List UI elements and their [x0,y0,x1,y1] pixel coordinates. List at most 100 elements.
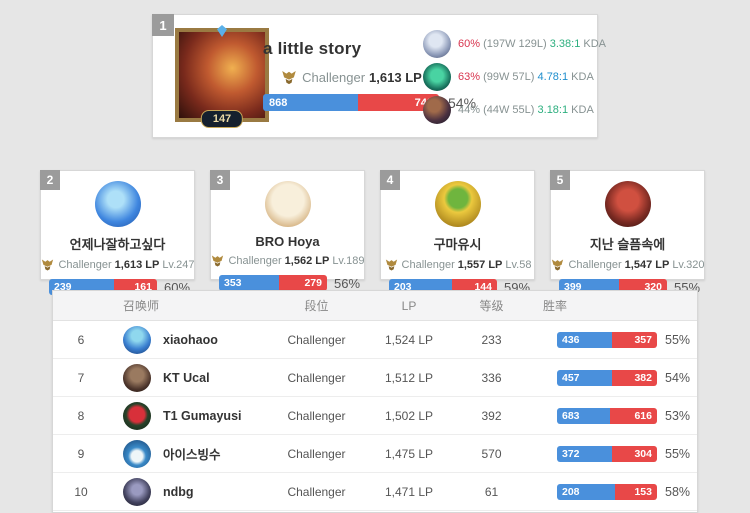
champion-winrate: 60% [458,37,481,50]
summoner-level: Lv.320 [672,258,705,271]
tier-label: Challenger [287,408,346,423]
table-row[interactable]: 8 T1 Gumayusi Challenger 1,502 LP 392 68… [53,397,697,435]
winrate-percent: 56% [334,275,361,291]
wins-count: 353 [224,277,242,289]
table-row[interactable]: 9 아이스빙수 Challenger 1,475 LP 570 372 304 … [53,435,697,473]
wins-count: 436 [562,333,580,346]
rank-badge: 1 [152,14,174,36]
winloss-bar: 208 153 [557,483,657,500]
champion-icon[interactable] [423,62,451,91]
player-card[interactable]: 5 지난 슬픔속에 Challenger 1,547 LP Lv.320 399… [550,170,705,295]
summoner-name[interactable]: T1 Gumayusi [163,408,242,423]
header-winrate: 胜率 [543,299,568,313]
wins-count: 683 [562,409,580,422]
summoner-name[interactable]: 언제나잘하고싶다 [69,237,166,252]
losses-count: 357 [634,333,652,346]
challenger-crest-icon [385,259,397,271]
header-summoner: 召唤师 [123,299,160,313]
champion-record: (197W 129L) [483,37,547,50]
tier-label: Challenger [287,484,346,499]
wins-segment: 683 [557,407,610,424]
losses-segment: 382 [611,369,657,386]
summoner-avatar [264,181,311,227]
player-card[interactable]: 2 언제나잘하고싶다 Challenger 1,613 LP Lv.247 23… [40,170,195,295]
champion-kda: 3.18:1 [537,103,569,116]
winrate-percent: 53% [665,408,691,423]
summoner-level-badge: 147 [200,110,244,128]
tier-label: Challenger [287,446,346,461]
lp-value: 1,557 LP [457,258,503,271]
lp-value: 1,471 LP [384,484,434,499]
lp-value: 1,524 LP [384,332,434,347]
tier-label: Challenger [568,258,622,271]
summoner-name[interactable]: 구마유시 [433,237,482,252]
tier-label: Challenger [287,332,346,347]
champion-winrate: 44% [458,103,481,116]
losses-segment: 304 [612,445,657,462]
header-level: 等级 [479,299,504,313]
rank-badge: 2 [40,170,60,190]
rank-number: 6 [77,332,85,347]
rank-number: 8 [77,408,85,423]
winloss-bar: 683 616 [557,407,657,424]
winrate-percent: 54% [665,370,691,385]
losses-segment: 279 [279,275,327,291]
lp-value: 1,562 LP [284,254,330,267]
challenger-crest-icon [212,255,224,267]
summoner-level: Lv.247 [162,258,195,271]
tier-label: Challenger [58,258,112,271]
rank-1-player-card[interactable]: 1 147 a little story Challenger 1,613 LP… [152,14,606,138]
champion-icon[interactable] [423,29,451,58]
tier-label: Challenger [228,254,282,267]
champion-record: (99W 57L) [483,70,535,83]
lp-value: 1,475 LP [384,446,434,461]
rank-number: 9 [77,446,85,461]
tier-label: Challenger [401,258,455,271]
lp-value: 1,547 LP [624,258,670,271]
rank-number: 7 [77,370,85,385]
summoner-name[interactable]: 아이스빙수 [163,448,221,462]
winrate-percent: 58% [665,484,691,499]
player-card[interactable]: 3 BRO Hoya Challenger 1,562 LP Lv.189 35… [210,170,365,291]
table-row[interactable]: 10 ndbg Challenger 1,471 LP 61 208 153 5… [53,473,697,511]
summoner-level: 336 [481,370,502,385]
wins-segment: 436 [557,331,612,348]
wins-segment: 457 [557,369,612,386]
summoner-level: 392 [481,408,502,423]
kda-label: KDA [571,103,594,116]
rank-badge: 3 [210,170,230,190]
challenger-crest-icon [282,71,296,85]
summoner-name[interactable]: KT Ucal [163,370,210,385]
table-row[interactable]: 6 xiaohaoo Challenger 1,524 LP 233 436 3… [53,321,697,359]
summoner-avatar [123,477,151,506]
champion-icon[interactable] [423,95,451,124]
kda-label: KDA [583,37,607,50]
champion-record: (44W 55L) [483,103,535,116]
wins-segment: 372 [557,445,612,462]
table-row[interactable]: 7 KT Ucal Challenger 1,512 LP 336 457 38… [53,359,697,397]
lp-value: 1,502 LP [384,408,434,423]
losses-segment: 616 [609,407,657,424]
winloss-bar: 457 382 [557,369,657,386]
kda-label: KDA [571,70,594,83]
summoner-name[interactable]: 지난 슬픔속에 [589,237,666,252]
summoner-name[interactable]: a little story [263,39,362,58]
player-card[interactable]: 4 구마유시 Challenger 1,557 LP Lv.58 203 144… [380,170,535,295]
losses-count: 153 [634,485,652,498]
summoner-level: 233 [481,332,502,347]
losses-segment: 357 [612,331,657,348]
wins-segment: 353 [219,275,280,291]
top-champions-list: 60% (197W 129L) 3.38:1 KDA 63% (99W 57L)… [423,27,606,126]
winrate-percent: 55% [665,332,691,347]
wins-segment: 208 [557,483,615,500]
winloss-bar: 436 357 [557,331,657,348]
losses-count: 382 [634,371,652,384]
winrate-percent: 55% [665,446,691,461]
lp-value: 1,512 LP [384,370,434,385]
lp-value: 1,613 LP [369,69,422,85]
summoner-name[interactable]: BRO Hoya [255,234,320,249]
losses-segment: 153 [614,483,657,500]
summoner-name[interactable]: xiaohaoo [163,332,218,347]
wins-segment: 868 [263,94,358,111]
summoner-name[interactable]: ndbg [163,484,194,499]
